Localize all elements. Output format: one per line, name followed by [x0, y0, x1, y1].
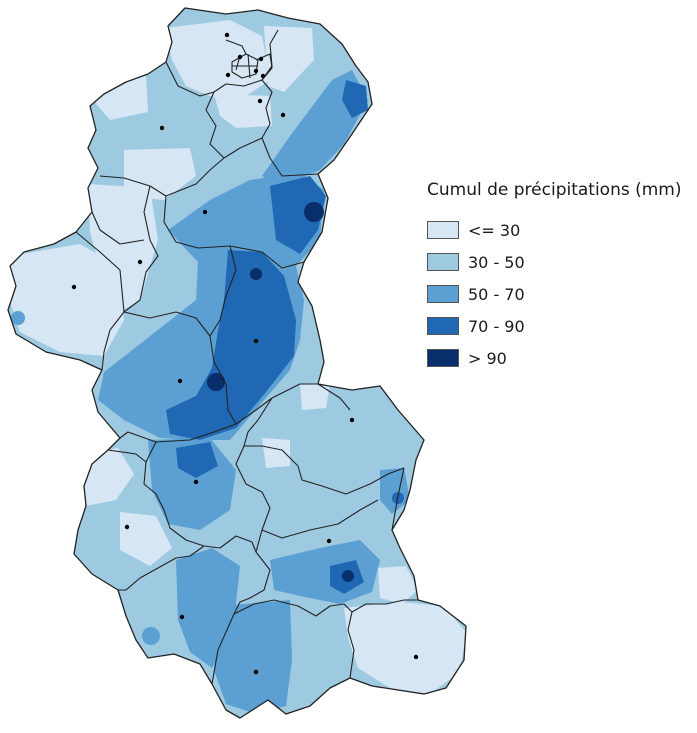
- town-dot: [177, 378, 183, 384]
- town-dot: [326, 538, 332, 544]
- town-dot: [280, 112, 286, 118]
- town-dots: [71, 32, 419, 675]
- town-dot: [258, 56, 264, 62]
- legend-item: 70 - 90: [427, 310, 682, 342]
- legend-swatch: [427, 349, 459, 367]
- legend-title: Cumul de précipitations (mm): [427, 180, 682, 200]
- legend-item: 50 - 70: [427, 278, 682, 310]
- map-legend: Cumul de précipitations (mm) <= 30 30 - 5…: [427, 180, 682, 374]
- zones-gt-90: [207, 202, 354, 582]
- town-dot: [253, 68, 259, 74]
- legend-label: <= 30: [468, 220, 521, 240]
- town-dot: [349, 417, 355, 423]
- legend-swatch: [427, 317, 459, 335]
- town-dot: [179, 614, 185, 620]
- legend-label: 70 - 90: [468, 316, 525, 336]
- town-dot: [159, 125, 165, 131]
- town-dot: [253, 669, 259, 675]
- legend-item: <= 30: [427, 214, 682, 246]
- town-dot: [225, 72, 231, 78]
- legend-label: 50 - 70: [468, 284, 525, 304]
- legend-swatch: [427, 285, 459, 303]
- town-dot: [260, 73, 266, 79]
- town-dot: [237, 54, 243, 60]
- legend-swatch: [427, 221, 459, 239]
- town-dot: [253, 338, 259, 344]
- zones-le-30: [8, 20, 466, 694]
- legend-swatch: [427, 253, 459, 271]
- legend-label: > 90: [468, 348, 507, 368]
- legend-rows: <= 30 30 - 50 50 - 70 70 - 90 > 90: [427, 214, 682, 374]
- town-dot: [202, 209, 208, 215]
- legend-label: 30 - 50: [468, 252, 525, 272]
- town-dot: [257, 98, 263, 104]
- town-dot: [224, 32, 230, 38]
- town-dot: [413, 654, 419, 660]
- town-dot: [71, 284, 77, 290]
- town-dot: [124, 524, 130, 530]
- legend-item: > 90: [427, 342, 682, 374]
- town-dot: [137, 259, 143, 265]
- department-boundaries: [7, 7, 467, 719]
- legend-item: 30 - 50: [427, 246, 682, 278]
- town-dot: [193, 479, 199, 485]
